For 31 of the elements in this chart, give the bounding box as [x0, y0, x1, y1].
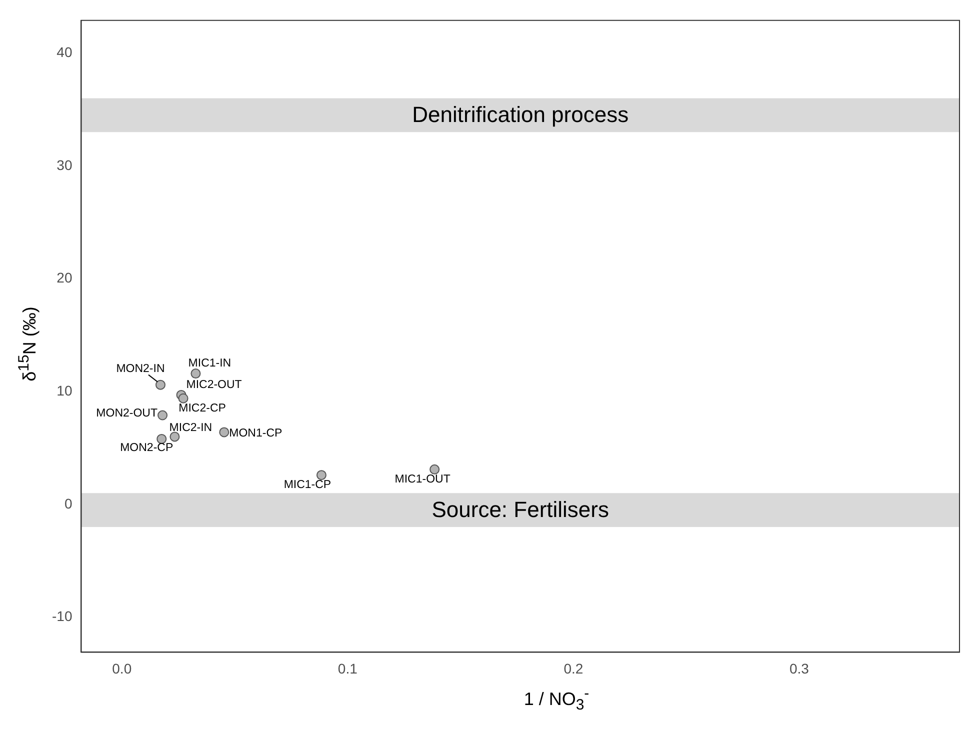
annotation: MON2-IN	[116, 362, 165, 375]
y-tick-label: 10	[56, 382, 72, 398]
annotation: MIC1-OUT	[394, 474, 450, 486]
x-tick-label: 0.1	[338, 660, 358, 676]
y-tick-label: 0	[64, 495, 72, 512]
point	[178, 393, 188, 404]
annotation: MIC1-IN	[188, 358, 232, 370]
annotation: MIC1-CP	[284, 479, 332, 492]
annotation: MON2-OUT	[96, 407, 158, 420]
point	[170, 432, 180, 442]
point	[156, 434, 167, 444]
point	[316, 470, 326, 480]
x-tick-label: 0.3	[789, 660, 810, 676]
annotation: MON1-CP	[229, 427, 283, 440]
point	[158, 410, 168, 420]
point	[190, 368, 201, 379]
annotation: MIC2-CP	[178, 402, 226, 415]
point	[219, 427, 230, 438]
y-tick-label: 20	[56, 270, 72, 286]
x-tick-label: 0.2	[564, 660, 584, 676]
x-tick-label: 0.0	[112, 660, 132, 676]
point	[430, 464, 440, 474]
annotation: MIC2-OUT	[186, 379, 242, 392]
annotation: MIC2-IN	[169, 422, 212, 434]
point	[155, 380, 166, 390]
y-tick-label: 30	[56, 156, 72, 173]
band-label: Source: Fertilisers	[432, 497, 610, 522]
band-label: Denitrification process	[412, 102, 629, 128]
annotation: MON2-CP	[120, 442, 174, 454]
y-tick-label: 40	[56, 44, 72, 60]
y-tick-label: -10	[52, 608, 72, 624]
